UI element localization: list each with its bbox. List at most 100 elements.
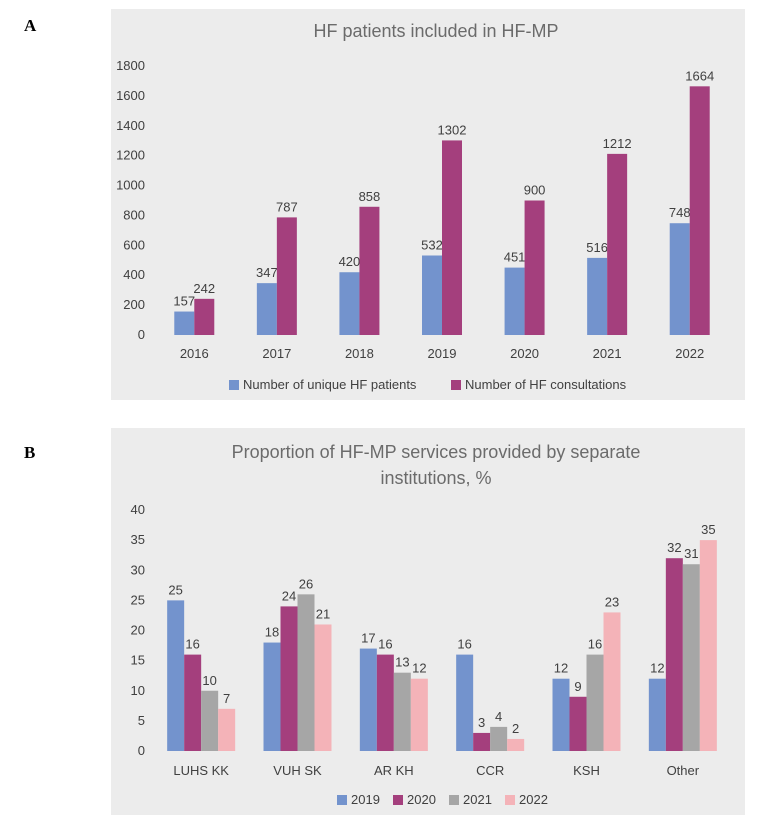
legend-swatch — [449, 795, 459, 805]
bar — [184, 654, 202, 751]
legend-swatch — [505, 795, 515, 805]
y-tick-label: 400 — [123, 267, 145, 282]
panel-b-letter: B — [24, 443, 36, 462]
bar — [603, 612, 621, 751]
chart-title: Proportion of HF-MP services provided by… — [232, 442, 641, 462]
x-tick-label: 2018 — [345, 346, 374, 361]
bar — [256, 283, 277, 335]
bar — [669, 223, 690, 335]
x-tick-label: AR KH — [374, 763, 414, 778]
chart-a: HF patients included in HF-MP 0 200 400 600 8… — [116, 21, 714, 392]
legend-label: 2021 — [463, 792, 492, 807]
bar — [194, 298, 215, 335]
bar — [507, 738, 525, 751]
data-label: 1212 — [603, 136, 632, 151]
data-label: 13 — [395, 655, 409, 670]
x-tick-label: 2017 — [262, 346, 291, 361]
data-label: 451 — [504, 250, 526, 265]
bar — [586, 654, 604, 751]
bar — [422, 255, 442, 335]
legend-swatch — [393, 795, 403, 805]
data-label: 2 — [512, 721, 519, 736]
x-tick-label: 2021 — [593, 346, 622, 361]
y-tick-label: 20 — [131, 623, 145, 638]
y-tick-label: 200 — [123, 297, 145, 312]
legend-swatch — [451, 380, 461, 390]
legend-label: 2020 — [407, 792, 436, 807]
data-label: 1664 — [685, 68, 714, 83]
y-tick-label: 1800 — [116, 58, 145, 73]
bar — [587, 257, 608, 335]
bar — [442, 140, 462, 335]
data-label: 10 — [202, 673, 216, 688]
x-tick-label: VUH SK — [273, 763, 322, 778]
y-tick-label: 800 — [123, 207, 145, 222]
bar — [504, 267, 525, 335]
x-tick-label: Other — [667, 763, 700, 778]
data-label: 7 — [223, 691, 230, 706]
bar — [689, 86, 710, 335]
data-label: 32 — [667, 540, 681, 555]
bar — [218, 708, 236, 751]
data-label: 242 — [193, 281, 215, 296]
chart-a-panel: HF patients included in HF-MP 0 200 400 600 8… — [111, 9, 745, 400]
data-label: 787 — [276, 199, 298, 214]
bar — [552, 678, 570, 751]
panel-a-letter: A — [24, 16, 37, 35]
bar — [607, 153, 628, 335]
y-tick-label: 1200 — [116, 148, 145, 163]
data-label: 24 — [282, 588, 296, 603]
y-tick-label: 1000 — [116, 178, 145, 193]
data-label: 9 — [574, 679, 581, 694]
bar — [359, 648, 377, 751]
data-label: 157 — [173, 294, 195, 309]
data-label: 748 — [669, 205, 691, 220]
legend-swatch — [229, 380, 239, 390]
y-tick-label: 1400 — [116, 118, 145, 133]
data-label: 16 — [185, 637, 199, 652]
x-tick-label: LUHS KK — [173, 763, 229, 778]
chart-title: HF patients included in HF-MP — [313, 21, 558, 41]
y-tick-label: 10 — [131, 683, 145, 698]
data-label: 516 — [586, 240, 608, 255]
data-label: 347 — [256, 265, 278, 280]
legend-label: Number of unique HF patients — [243, 377, 417, 392]
bar — [359, 206, 380, 335]
x-tick-label: CCR — [476, 763, 504, 778]
bar — [699, 540, 717, 751]
legend-swatch — [337, 795, 347, 805]
data-label: 1302 — [438, 122, 467, 137]
legend-label: Number of HF consultations — [465, 377, 627, 392]
data-label: 12 — [412, 661, 426, 676]
data-label: 21 — [316, 606, 330, 621]
data-label: 3 — [478, 715, 485, 730]
bar — [263, 642, 281, 751]
bar — [569, 696, 587, 751]
bar — [376, 654, 394, 751]
data-label: 532 — [421, 237, 443, 252]
bar — [456, 654, 474, 751]
y-tick-label: 5 — [138, 713, 145, 728]
data-label: 17 — [361, 631, 375, 646]
data-label: 420 — [339, 254, 361, 269]
y-tick-label: 0 — [138, 743, 145, 758]
data-label: 26 — [299, 576, 313, 591]
bar — [280, 606, 298, 751]
data-label: 23 — [605, 594, 619, 609]
bar — [473, 732, 491, 751]
data-label: 35 — [701, 522, 715, 537]
data-label: 16 — [588, 637, 602, 652]
x-tick-label: 2022 — [675, 346, 704, 361]
x-tick-label: 2016 — [180, 346, 209, 361]
x-tick-label: 2020 — [510, 346, 539, 361]
bar — [167, 600, 185, 751]
data-label: 25 — [168, 582, 182, 597]
y-tick-label: 600 — [123, 237, 145, 252]
data-label: 12 — [650, 661, 664, 676]
bar — [665, 558, 683, 751]
data-label: 16 — [457, 637, 471, 652]
legend-label: 2019 — [351, 792, 380, 807]
x-tick-label: KSH — [573, 763, 600, 778]
chart-b: Proportion of HF-MP services provided by… — [131, 442, 717, 807]
data-label: 4 — [495, 709, 502, 724]
